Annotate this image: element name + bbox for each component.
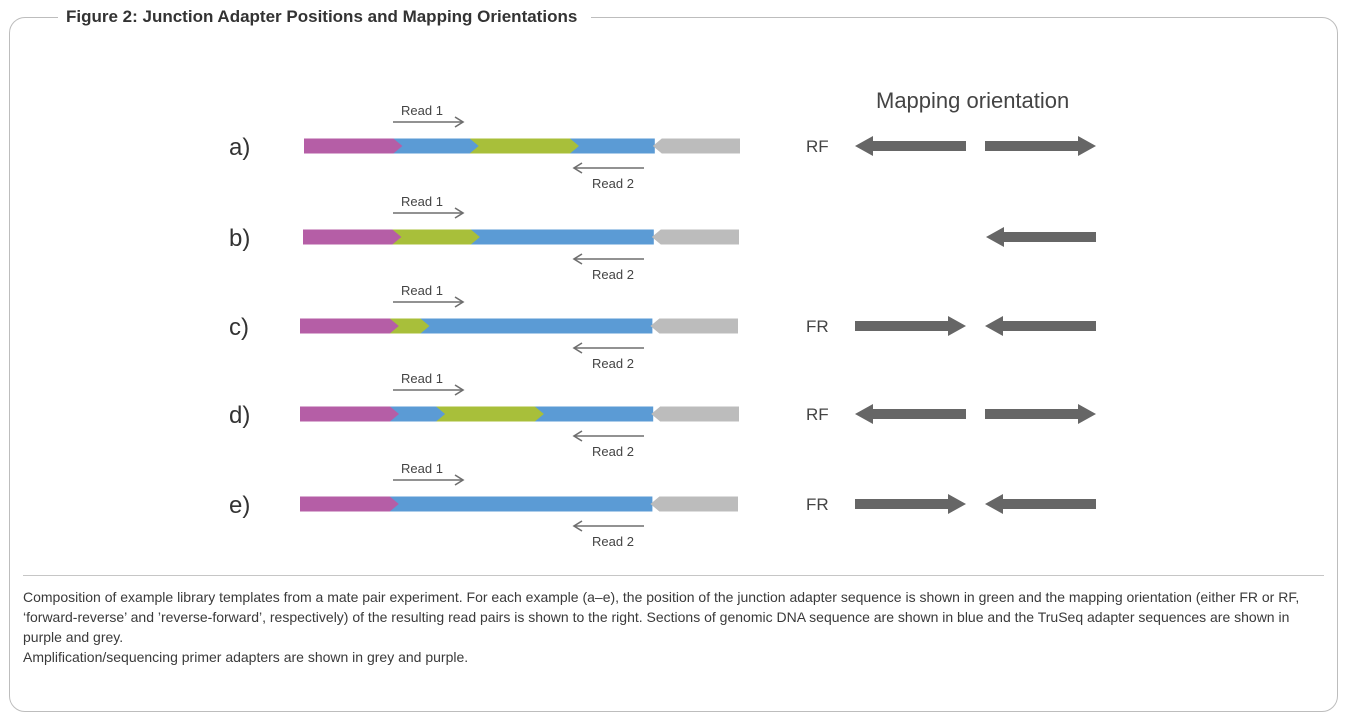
truseq-adapter-grey — [651, 229, 739, 245]
orientation-label: FR — [806, 495, 829, 514]
truseq-adapter-grey — [651, 406, 739, 422]
read2-label: Read 2 — [592, 267, 634, 282]
row-label: e) — [229, 492, 250, 519]
read1-label: Read 1 — [401, 194, 443, 209]
orientation-arrow-right — [985, 404, 1096, 424]
row-label: d) — [229, 402, 250, 429]
orientation-arrow-left — [985, 316, 1096, 336]
caption-paragraph-1: Composition of example library templates… — [23, 589, 1300, 645]
row-label: c) — [229, 314, 249, 341]
read1-label: Read 1 — [401, 371, 443, 386]
truseq-adapter-grey — [650, 496, 738, 512]
read2-label: Read 2 — [592, 534, 634, 549]
orientation-arrow-left — [985, 494, 1096, 514]
template-row-c — [300, 296, 1096, 354]
truseq-adapter-grey — [652, 138, 740, 154]
orientation-arrow-right — [855, 494, 966, 514]
mapping-orientation-heading: Mapping orientation — [876, 88, 1069, 113]
truseq-adapter-purple — [300, 318, 399, 334]
figure-frame — [9, 17, 1338, 712]
read2-label: Read 2 — [592, 444, 634, 459]
template-row-e — [300, 474, 1096, 532]
junction-adapter-segment — [469, 138, 579, 154]
truseq-adapter-purple — [300, 406, 399, 422]
genomic-dna-segment — [387, 318, 653, 334]
read1-arrow-head — [454, 384, 465, 396]
caption-paragraph-2: Amplification/sequencing primer adapters… — [23, 649, 469, 665]
read1-label: Read 1 — [401, 461, 443, 476]
read1-label: Read 1 — [401, 103, 443, 118]
read2-arrow-head — [572, 253, 583, 265]
junction-adapter-segment — [387, 318, 430, 334]
read2-arrow-head — [572, 520, 583, 532]
template-row-b — [303, 207, 1096, 265]
read1-arrow-head — [454, 474, 465, 486]
orientation-label: RF — [806, 137, 829, 156]
orientation-arrow-left — [986, 227, 1096, 247]
genomic-dna-segment — [387, 496, 653, 512]
read2-label: Read 2 — [592, 176, 634, 191]
orientation-arrow-left — [855, 404, 966, 424]
truseq-adapter-purple — [300, 496, 399, 512]
read1-arrow-head — [454, 296, 465, 308]
figure-title: Figure 2: Junction Adapter Positions and… — [58, 7, 592, 27]
truseq-adapter-purple — [304, 138, 403, 154]
truseq-adapter-grey — [650, 318, 738, 334]
orientation-label: RF — [806, 405, 829, 424]
read2-arrow-head — [572, 342, 583, 354]
orientation-arrow-right — [985, 136, 1096, 156]
title-rule — [30, 17, 60, 18]
row-label: b) — [229, 225, 250, 252]
template-row-a — [304, 116, 1096, 174]
junction-adapter-segment — [390, 229, 480, 245]
truseq-adapter-purple — [303, 229, 402, 245]
read2-arrow-head — [572, 430, 583, 442]
read1-label: Read 1 — [401, 283, 443, 298]
caption-divider — [23, 575, 1324, 576]
read2-label: Read 2 — [592, 356, 634, 371]
row-label: a) — [229, 134, 250, 161]
orientation-arrow-right — [855, 316, 966, 336]
template-row-d — [300, 384, 1096, 442]
orientation-arrow-left — [855, 136, 966, 156]
figure-caption: Composition of example library templates… — [23, 587, 1323, 667]
read1-arrow-head — [454, 207, 465, 219]
orientation-label: FR — [806, 317, 829, 336]
read1-arrow-head — [454, 116, 465, 128]
junction-adapter-segment — [436, 406, 544, 422]
read2-arrow-head — [572, 162, 583, 174]
